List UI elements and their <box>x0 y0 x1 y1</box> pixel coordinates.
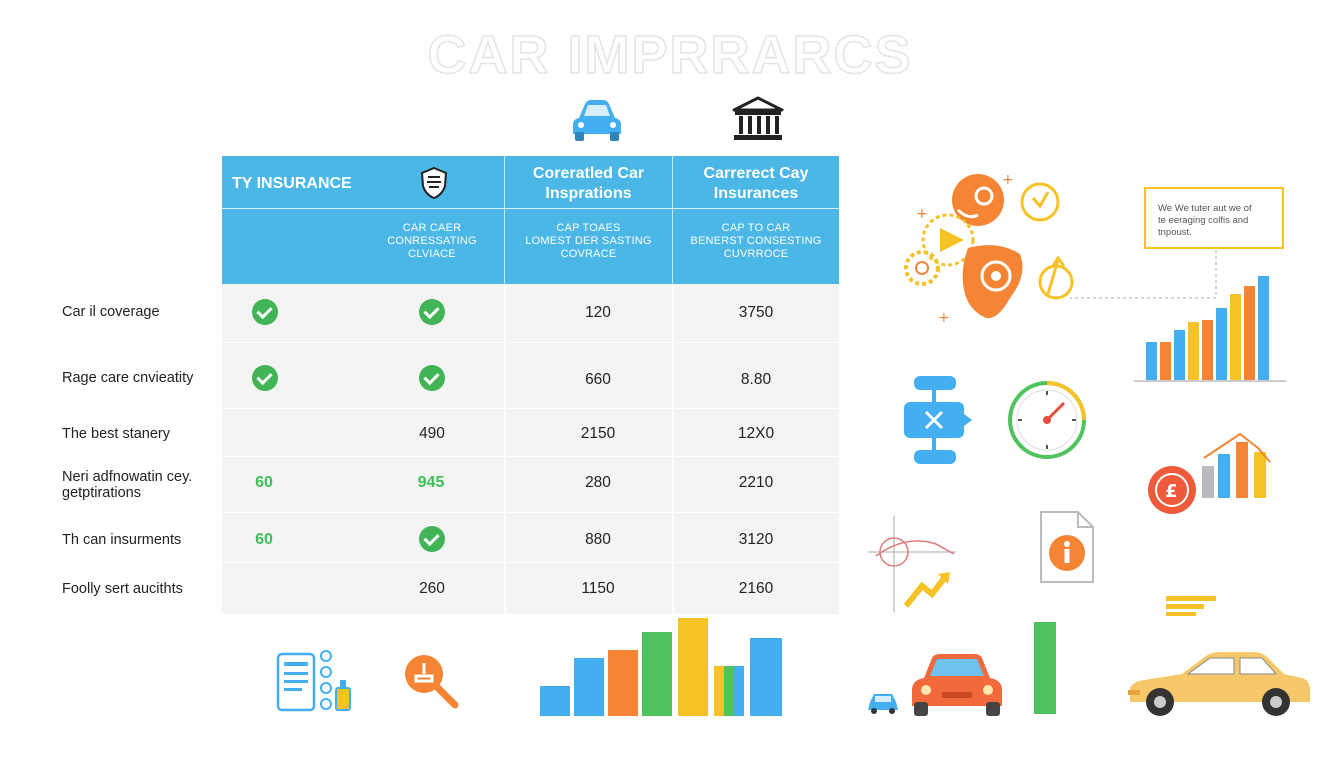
table-cell: 1150 <box>581 580 615 597</box>
row-label: Rage care cnviеatity <box>62 370 194 386</box>
speedometer-icon <box>1008 381 1086 459</box>
row-label: Neri adfnowatin cey. getptirations <box>62 469 193 501</box>
check-icon <box>419 526 445 552</box>
bank-icon <box>732 96 784 140</box>
info-document-icon <box>1040 511 1094 583</box>
table-cell: 3750 <box>738 304 774 321</box>
table-body <box>222 284 839 614</box>
table-cell: 60 <box>255 531 273 548</box>
table-cell: 12X0 <box>737 425 775 442</box>
table-cell: 945 <box>417 474 445 491</box>
row-label: Car il coverage <box>62 304 160 320</box>
magnifier-icon <box>405 655 459 709</box>
table-cell: 280 <box>585 474 611 491</box>
connector-line <box>1070 250 1217 299</box>
check-icon <box>419 299 445 325</box>
table-header: TY INSURANCE CAR CAER Conressating CLVIA… <box>222 156 839 284</box>
header-col3: Coreratled Car Insprations <box>532 165 645 202</box>
svg-text:+: + <box>916 206 928 222</box>
header-col1: TY INSURANCE <box>232 175 352 192</box>
bar-chart-bottom <box>540 618 782 716</box>
header-col4-sub: CAP TO CAR Benerst consesting CUVRROCE <box>690 222 822 260</box>
red-car-icon <box>912 654 1002 716</box>
flowchart-icon <box>904 376 972 464</box>
table-cell: 260 <box>419 580 445 597</box>
table-cell: 880 <box>585 531 611 548</box>
header-col4: Carrerect Cay Insurances <box>703 165 809 202</box>
page-title: CAR IMPRRARCS <box>427 24 913 86</box>
bar-chart-icon <box>1134 276 1286 382</box>
table-cell: 3120 <box>738 531 774 548</box>
table-cell: 60 <box>255 474 273 491</box>
table-cell: 8.80 <box>740 371 772 388</box>
table-cell: 2210 <box>738 474 774 491</box>
check-icon <box>252 365 278 391</box>
table-cell: 660 <box>585 371 611 388</box>
table-cell: 2160 <box>738 580 774 597</box>
car-icon <box>573 100 621 141</box>
graph-icon <box>868 516 956 612</box>
header-col2-sub: CAR CAER Conressating CLVIACE <box>387 222 477 260</box>
row-label: The best stanery <box>62 426 170 442</box>
svg-text:+: + <box>938 310 950 326</box>
svg-text:+: + <box>1002 172 1014 188</box>
gear-cluster-icon: + + + <box>904 172 1074 326</box>
check-icon <box>419 365 445 391</box>
table-cell: 2150 <box>580 425 616 442</box>
shield-icon <box>420 166 448 200</box>
table-cell: 120 <box>585 304 611 321</box>
table-cell: 490 <box>419 425 445 442</box>
row-label: Th can insurments <box>62 532 182 548</box>
checklist-icon <box>276 650 351 712</box>
note-card: We We tuter aut we of te eeraging colfis… <box>1144 187 1284 249</box>
small-car-icon <box>868 694 898 714</box>
check-icon <box>252 299 278 325</box>
header-col3-sub: CAP TOAES Lomest der sasting COVRACE <box>525 222 652 260</box>
yellow-car-icon <box>1128 652 1310 716</box>
row-label: Foolly sert aucithts <box>62 581 183 597</box>
coin-chart-icon: £ <box>1148 432 1271 514</box>
svg-text:£: £ <box>1165 481 1178 502</box>
green-bar-icon <box>1034 622 1056 714</box>
text-lines-icon <box>1166 596 1216 616</box>
